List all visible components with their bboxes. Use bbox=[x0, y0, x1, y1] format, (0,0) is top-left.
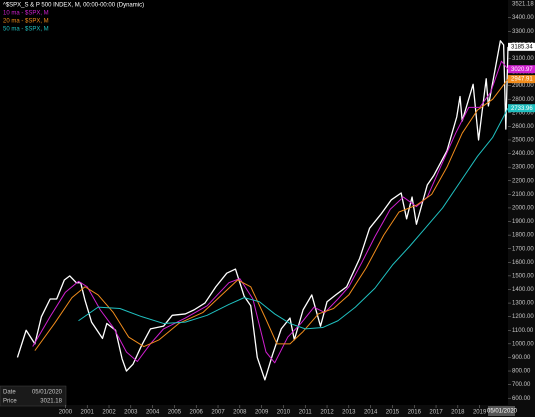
y-tick-label: 1200.00 bbox=[512, 314, 534, 320]
x-tick-label: 2014 bbox=[364, 410, 378, 416]
price-tag-label: 2947.91 bbox=[511, 77, 533, 83]
y-tick-label: 2600.00 bbox=[512, 124, 534, 130]
y-tick-label: 1000.00 bbox=[512, 341, 534, 347]
price-tag-label: 2733.96 bbox=[511, 106, 533, 112]
x-tick-label: 2001 bbox=[81, 410, 95, 416]
x-axis-panel bbox=[0, 405, 535, 417]
price-tag bbox=[508, 75, 535, 84]
series-line bbox=[32, 60, 509, 364]
y-tick-label: 1600.00 bbox=[512, 260, 534, 266]
series-line bbox=[78, 107, 509, 330]
x-tick-label: 2016 bbox=[408, 410, 422, 416]
price-tag-label: 3185.34 bbox=[511, 44, 533, 50]
info-box bbox=[0, 385, 67, 407]
y-tick-label: 1100.00 bbox=[512, 328, 534, 334]
legend-entry: 20 ma - $SPX, M bbox=[3, 19, 49, 25]
x-tick-label: 2010 bbox=[277, 410, 291, 416]
y-tick-label: 2300.00 bbox=[512, 165, 534, 171]
x-tick-label: 2017 bbox=[429, 410, 443, 416]
info-label: Price bbox=[3, 399, 17, 405]
x-tick-label: 2003 bbox=[124, 410, 138, 416]
y-tick-label: 1700.00 bbox=[512, 246, 534, 252]
y-tick-label: 2800.00 bbox=[512, 97, 534, 103]
x-tick-label: 2002 bbox=[102, 410, 116, 416]
y-tick-label: 2000.00 bbox=[512, 206, 534, 212]
x-tick-label: 2005 bbox=[168, 410, 182, 416]
y-tick-label: 2500.00 bbox=[512, 138, 534, 144]
x-tick-label: 2008 bbox=[233, 410, 247, 416]
y-tick-label: 700.00 bbox=[512, 382, 531, 388]
y-tick-label: 2100.00 bbox=[512, 192, 534, 198]
y-tick-label: 600.00 bbox=[512, 396, 531, 402]
legend-entry: 10 ma - $SPX, M bbox=[3, 11, 49, 17]
info-value: 05/01/2020 bbox=[32, 390, 63, 396]
y-tick-label: 3300.00 bbox=[512, 29, 534, 35]
legend-entry: 50 ma - $SPX, M bbox=[3, 27, 49, 33]
x-tick-label: 2007 bbox=[211, 410, 225, 416]
x-tick-label: 2004 bbox=[146, 410, 160, 416]
x-tick-label: 2012 bbox=[320, 410, 334, 416]
y-tick-label: 3400.00 bbox=[512, 15, 534, 21]
price-tag-label: 3020.97 bbox=[511, 67, 533, 73]
x-tick-label: 2019 bbox=[473, 410, 487, 416]
price-tag bbox=[508, 42, 535, 51]
y-tick-label: 800.00 bbox=[512, 369, 531, 375]
y-tick-label: 1500.00 bbox=[512, 273, 534, 279]
y-tick-label: 1300.00 bbox=[512, 301, 534, 307]
x-tick-label: 2015 bbox=[386, 410, 400, 416]
x-tick-label: 2006 bbox=[190, 410, 204, 416]
y-tick-label: 2700.00 bbox=[512, 110, 534, 116]
y-tick-label: 1800.00 bbox=[512, 233, 534, 239]
y-tick-label: 3100.00 bbox=[512, 56, 534, 62]
cursor-date: 05/01/2020 bbox=[487, 409, 518, 415]
x-tick-label: 2011 bbox=[299, 410, 313, 416]
x-tick-label: 2013 bbox=[342, 410, 356, 416]
y-tick-label: 900.00 bbox=[512, 355, 531, 361]
price-tag bbox=[508, 65, 535, 74]
info-label: Date bbox=[3, 390, 16, 396]
series-line bbox=[16, 40, 509, 381]
y-tick-label: 1400.00 bbox=[512, 287, 534, 293]
price-tag bbox=[508, 104, 535, 113]
cursor-date-tag bbox=[488, 406, 515, 416]
info-value: 3021.18 bbox=[40, 399, 62, 405]
y-tick-label: 2200.00 bbox=[512, 178, 534, 184]
y-tick-label: 1900.00 bbox=[512, 219, 534, 225]
x-tick-label: 2018 bbox=[451, 410, 465, 416]
chart-title: ^$SPX_S & P 500 INDEX, M, 00:00-00:00 (D… bbox=[3, 3, 144, 9]
y-tick-label: 2400.00 bbox=[512, 151, 534, 157]
x-tick-label: 2000 bbox=[59, 410, 73, 416]
y-tick-label: 2900.00 bbox=[512, 83, 534, 89]
series-line bbox=[34, 78, 509, 351]
x-tick-label: 2009 bbox=[255, 410, 269, 416]
axis-top-value: 3521.18 bbox=[512, 2, 534, 8]
